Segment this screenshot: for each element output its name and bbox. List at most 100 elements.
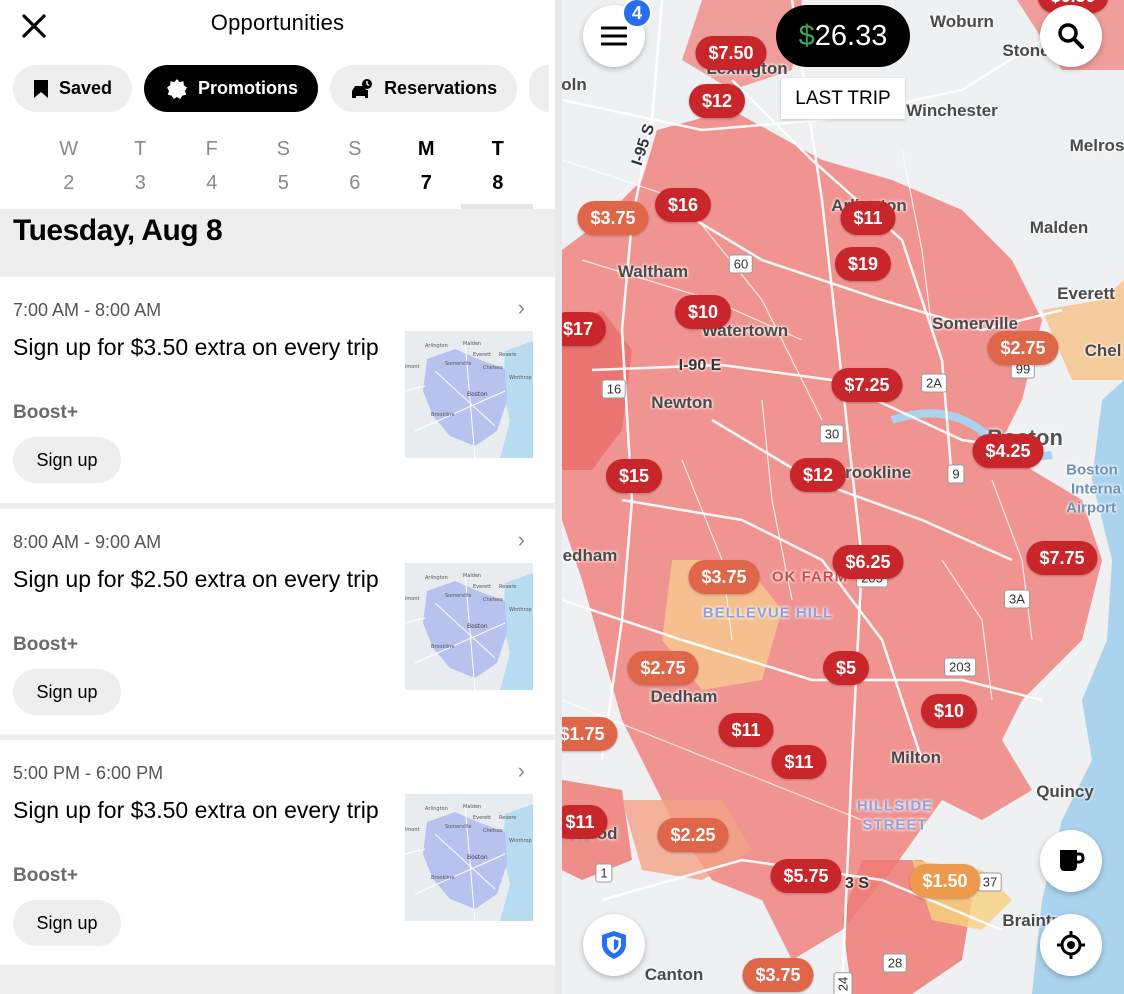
- close-button[interactable]: [16, 10, 52, 42]
- surge-price[interactable]: $16: [654, 188, 712, 222]
- place-label: OK FARM: [771, 568, 849, 586]
- panel-divider: [555, 0, 562, 994]
- promotion-type: Boost+: [13, 634, 78, 655]
- day-number: 4: [206, 172, 218, 194]
- surge-price[interactable]: $17: [562, 312, 607, 346]
- surge-price[interactable]: $7.75: [1026, 541, 1098, 575]
- surge-price[interactable]: $10: [920, 694, 978, 728]
- surge-price[interactable]: $19: [834, 247, 892, 281]
- tab-more[interactable]: [529, 65, 550, 112]
- promotion-headline: Sign up for $3.50 extra on every trip: [13, 334, 379, 360]
- day-number: 8: [492, 172, 504, 194]
- place-label: Dedham: [650, 687, 718, 706]
- recenter-button[interactable]: [1040, 914, 1102, 976]
- sign-up-button[interactable]: Sign up: [13, 669, 121, 715]
- route-shield: 3A: [1004, 589, 1030, 609]
- hamburger-icon: [601, 26, 627, 46]
- place-label: Waltham: [617, 262, 689, 281]
- thumb-label: Revere: [499, 352, 516, 358]
- day-letter: M: [417, 138, 435, 160]
- day-letter: T: [491, 138, 504, 160]
- coffee-cup-icon: [1060, 850, 1085, 871]
- promotion-time: 7:00 AM - 8:00 AM: [13, 300, 162, 320]
- surge-price[interactable]: $11: [840, 201, 896, 235]
- surge-price[interactable]: $2.75: [627, 651, 699, 685]
- surge-price[interactable]: $4.25: [972, 434, 1044, 468]
- surge-price[interactable]: $1.75: [562, 717, 618, 751]
- thumb-label: Winthrop: [509, 607, 532, 613]
- promotion-time: 8:00 AM - 9:00 AM: [13, 532, 162, 552]
- surge-price[interactable]: $7.25: [831, 368, 903, 402]
- thumb-label: Malden: [463, 341, 481, 347]
- surge-price[interactable]: $12: [688, 84, 746, 118]
- thumb-label: Brookline: [431, 412, 454, 418]
- thumb-label: Arlington: [425, 806, 448, 812]
- promotion-card[interactable]: 8:00 AM - 9:00 AM › Sign up for $2.50 ex…: [0, 509, 555, 735]
- place-label: Winchester: [906, 101, 998, 120]
- thumb-label: Winthrop: [509, 838, 532, 844]
- search-icon: [1058, 23, 1084, 49]
- surge-price[interactable]: $2.75: [987, 331, 1059, 365]
- promotion-card[interactable]: 7:00 AM - 8:00 AM › Sign up for $3.50 ex…: [0, 277, 555, 503]
- tab-label: Reservations: [384, 78, 498, 98]
- surge-price[interactable]: $3.75: [577, 201, 649, 235]
- sign-up-button[interactable]: Sign up: [13, 900, 121, 946]
- surge-price[interactable]: $1.50: [909, 864, 981, 898]
- surge-price[interactable]: $5: [822, 651, 870, 685]
- thumb-label: Brookline: [431, 875, 454, 881]
- surge-map[interactable]: Woburn Lexington Stone Winchester Melros…: [562, 0, 1124, 994]
- thumb-label: Chelsea: [483, 828, 503, 834]
- earnings-pill[interactable]: $26.33: [776, 5, 910, 67]
- highway-label: 3 S: [844, 875, 870, 892]
- surge-price[interactable]: $6.25: [832, 545, 904, 579]
- surge-price[interactable]: $15: [605, 459, 663, 493]
- surge-price[interactable]: $11: [771, 745, 827, 779]
- surge-price[interactable]: $11: [718, 713, 774, 747]
- route-shield: 30: [819, 424, 845, 444]
- surge-price[interactable]: $3.75: [742, 958, 814, 992]
- surge-price[interactable]: $12: [789, 458, 847, 492]
- earnings-currency: $: [798, 19, 815, 52]
- break-button[interactable]: [1040, 830, 1102, 892]
- surge-price[interactable]: $7.50: [695, 36, 767, 70]
- locate-icon: [1057, 931, 1085, 959]
- place-label: Interna: [1070, 480, 1122, 498]
- place-label: Newton: [651, 393, 713, 412]
- place-label: STREET: [862, 816, 928, 834]
- tab-reservations[interactable]: Reservations: [330, 65, 518, 112]
- safety-button[interactable]: [583, 914, 645, 976]
- date-heading: Tuesday, Aug 8: [13, 214, 223, 247]
- surge-price[interactable]: $3.75: [688, 560, 760, 594]
- promotion-card[interactable]: 5:00 PM - 6:00 PM › Sign up for $3.50 ex…: [0, 740, 555, 966]
- place-label: Airport: [1066, 499, 1116, 517]
- tab-label: Promotions: [198, 78, 299, 98]
- thumb-label: lmont: [405, 827, 419, 833]
- surge-price[interactable]: $10: [674, 295, 732, 329]
- shield-icon: [602, 931, 626, 959]
- thumb-label: lmont: [405, 364, 419, 370]
- tab-saved[interactable]: Saved: [13, 65, 133, 112]
- surge-price[interactable]: $2.25: [657, 818, 729, 852]
- day-number: 5: [277, 172, 289, 194]
- day-letter: W: [59, 138, 79, 160]
- sign-up-button[interactable]: Sign up: [13, 437, 121, 483]
- surge-price[interactable]: $11: [562, 805, 608, 839]
- chevron-right-icon: ›: [517, 758, 525, 783]
- thumb-label: Malden: [463, 804, 481, 810]
- promotion-map-thumbnail: Arlington Malden Everett Revere Somervil…: [405, 794, 533, 921]
- day-number: 7: [420, 172, 432, 194]
- tab-promotions[interactable]: Promotions: [144, 65, 319, 112]
- search-button[interactable]: [1040, 5, 1102, 67]
- last-trip-label[interactable]: LAST TRIP: [781, 78, 905, 119]
- surge-price[interactable]: $5.75: [770, 859, 842, 893]
- thumb-label: Chelsea: [483, 365, 503, 371]
- promotion-map-thumbnail: Arlington Malden Everett Revere Somervil…: [405, 331, 533, 458]
